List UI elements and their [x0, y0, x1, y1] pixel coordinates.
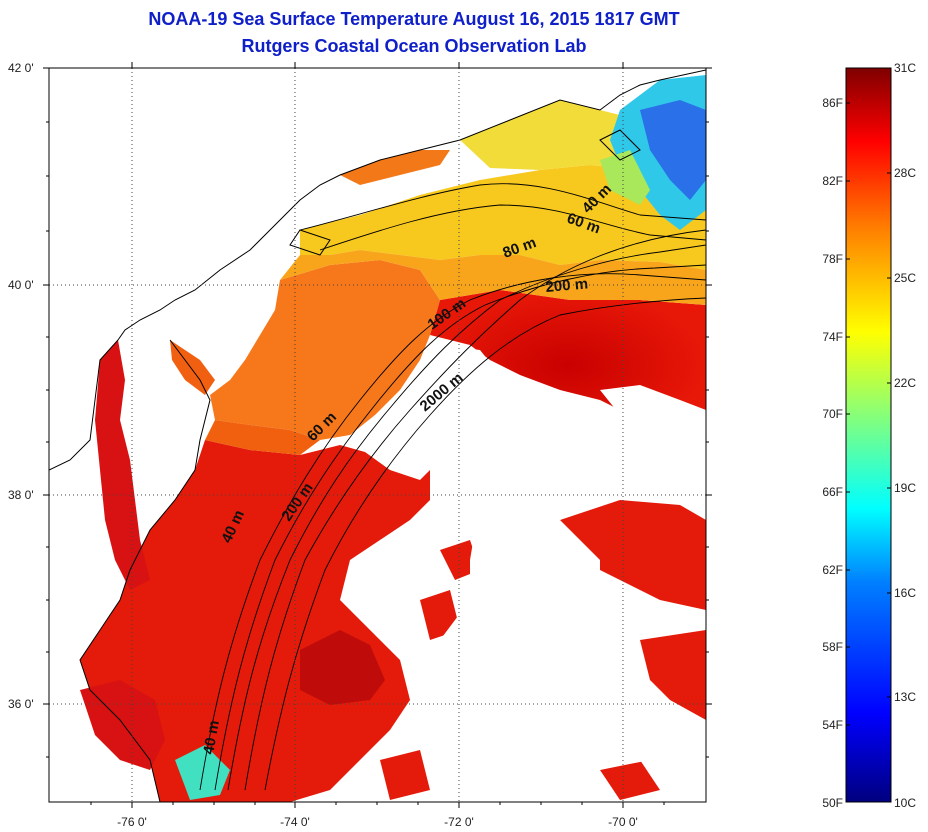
colorbar-f-label: 50F: [822, 796, 843, 810]
contour-label: 40 m: [200, 719, 223, 756]
sst-image: [49, 68, 706, 802]
sst-orange-shelf: [210, 260, 440, 440]
sst-deep-red: [300, 630, 385, 705]
colorbar-c-label: 28C: [894, 166, 916, 180]
cloud-mask: [440, 500, 600, 700]
colorbar: 86F 82F 78F 74F 70F 66F 62F 58F 54F 50F …: [822, 61, 916, 810]
lon-label: -74 0': [280, 815, 310, 829]
sst-green-transition: [600, 150, 650, 205]
colorbar-c-label: 25C: [894, 271, 916, 285]
cloud-mask: [600, 385, 706, 440]
latitude-labels: 42 0' 40 0' 38 0' 36 0': [8, 61, 34, 711]
lon-label: -70 0': [608, 815, 638, 829]
map-gridlines: [49, 68, 706, 802]
sst-patch: [560, 500, 706, 610]
sst-chesapeake-bay: [95, 340, 150, 590]
colorbar-f-label: 66F: [822, 485, 843, 499]
sst-warm-south: [80, 440, 430, 802]
sst-patch: [600, 760, 660, 800]
lon-label: -76 0': [117, 815, 147, 829]
sst-orange-south: [205, 420, 320, 455]
lon-label: -72 0': [444, 815, 474, 829]
sst-pamlico-sound: [80, 680, 165, 770]
colorbar-f-label: 74F: [822, 330, 843, 344]
sst-patch: [380, 750, 430, 800]
longitude-labels: -76 0' -74 0' -72 0' -70 0': [117, 815, 638, 829]
colorbar-f-label: 82F: [822, 174, 843, 188]
colorbar-f-label: 78F: [822, 252, 843, 266]
colorbar-f-label: 54F: [822, 718, 843, 732]
colorbar-c-label: 13C: [894, 690, 916, 704]
contour-label: 200 m: [545, 275, 589, 296]
bathymetry-contours: [199, 183, 706, 791]
sst-long-island-sound: [340, 150, 450, 185]
colorbar-f-label: 70F: [822, 407, 843, 421]
map-title: NOAA-19 Sea Surface Temperature August 1…: [148, 9, 680, 29]
colorbar-gradient: [845, 67, 892, 803]
colorbar-fahrenheit-labels: 86F 82F 78F 74F 70F 66F 62F 58F 54F 50F: [822, 96, 843, 810]
map-subtitle: Rutgers Coastal Ocean Observation Lab: [241, 36, 587, 56]
lat-label: 42 0': [8, 61, 34, 75]
sst-new-england-shelf: [460, 100, 660, 170]
cloud-mask: [440, 380, 620, 520]
sst-yellow-shelf: [300, 165, 706, 270]
sst-patch: [640, 630, 706, 720]
coastline: [49, 69, 706, 802]
map-ticks: [43, 62, 712, 808]
lat-label: 38 0': [8, 488, 34, 502]
lat-label: 40 0': [8, 278, 34, 292]
colorbar-c-label: 16C: [894, 586, 916, 600]
colorbar-c-label: 19C: [894, 481, 916, 495]
colorbar-c-label: 22C: [894, 376, 916, 390]
colorbar-f-label: 58F: [822, 640, 843, 654]
sst-cool-patch: [175, 745, 230, 800]
colorbar-c-label: 31C: [894, 61, 916, 75]
sst-delaware-bay: [170, 340, 215, 395]
lat-label: 36 0': [8, 697, 34, 711]
colorbar-celsius-labels: 31C 28C 25C 22C 19C 16C 13C 10C: [894, 61, 916, 810]
colorbar-c-label: 10C: [894, 796, 916, 810]
colorbar-f-label: 62F: [822, 563, 843, 577]
sst-coldest-water: [640, 100, 706, 200]
colorbar-f-label: 86F: [822, 96, 843, 110]
